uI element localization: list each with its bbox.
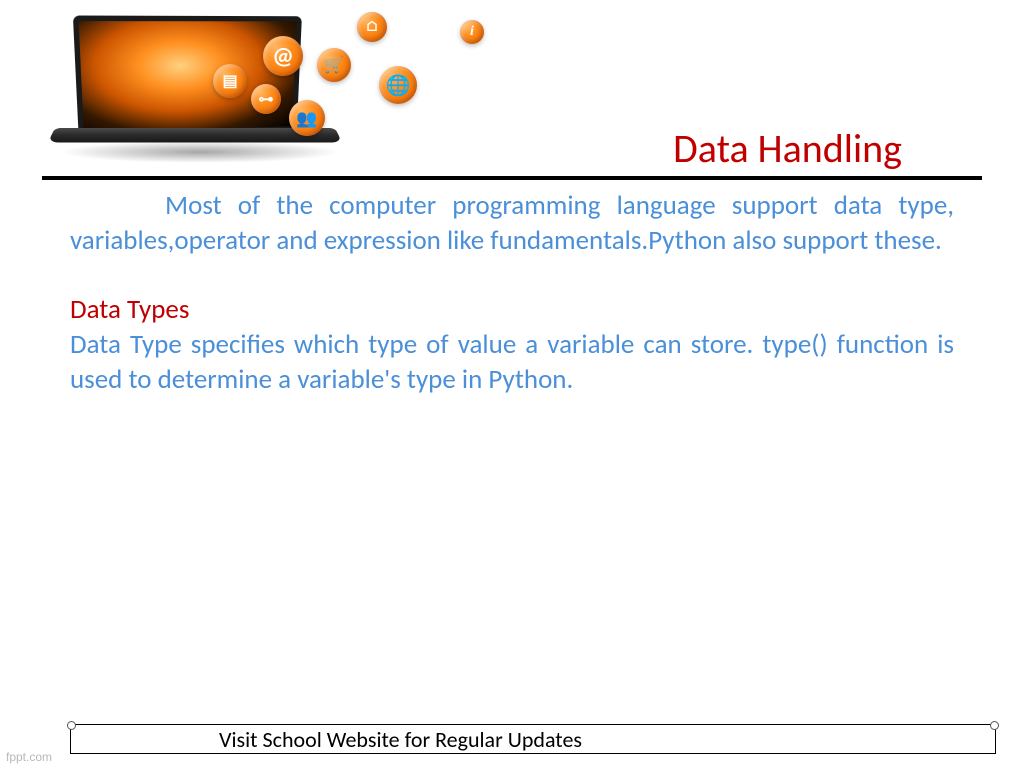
content-area: Most of the computer programming languag…	[70, 188, 954, 397]
chat-icon: ▤	[213, 64, 247, 98]
intro-paragraph: Most of the computer programming languag…	[70, 188, 954, 258]
title-bar: Data Handling	[42, 124, 982, 180]
watermark: fppt.com	[6, 750, 52, 764]
info-icon: i	[460, 20, 484, 44]
section-body: Data Type specifies which type of value …	[70, 327, 954, 397]
page-title: Data Handling	[673, 124, 902, 173]
at-icon: @	[263, 36, 303, 76]
globe-icon: 🌐	[379, 66, 417, 104]
footer-text: Visit School Website for Regular Updates	[219, 726, 582, 753]
home-icon: ⌂	[357, 12, 387, 42]
footer-banner: Visit School Website for Regular Updates	[70, 724, 996, 754]
cart-icon: 🛒	[317, 48, 351, 82]
network-icon: ⊶	[251, 84, 281, 114]
section-heading: Data Types	[70, 292, 954, 327]
